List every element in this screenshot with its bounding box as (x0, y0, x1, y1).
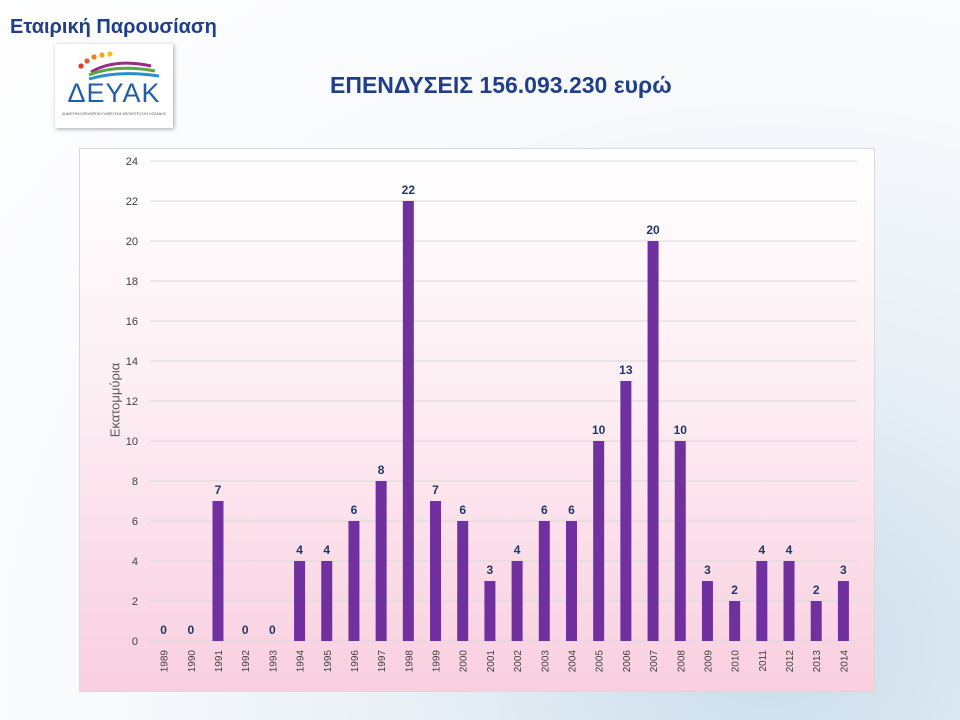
data-label: 4 (514, 543, 521, 557)
data-label: 0 (269, 623, 276, 637)
bar (348, 521, 360, 641)
bar (321, 561, 333, 641)
logo-text: ΔΕΥΑΚ (67, 78, 161, 108)
data-label: 6 (459, 503, 466, 517)
x-tick-label: 1994 (296, 650, 307, 673)
bar (294, 561, 306, 641)
x-tick-label: 2005 (595, 650, 606, 673)
bar (810, 601, 822, 641)
logo-subtitle: ΔΗΜΟΤΙΚΗ ΕΠΙΧΕΙΡΗΣΗ ΥΔΡΕΥΣΗΣ ΑΠΟΧΕΤΕΥΣΗΣ… (62, 112, 166, 116)
x-tick-label: 2009 (703, 650, 714, 673)
bar (511, 561, 523, 641)
bar (620, 381, 632, 641)
y-tick-label: 20 (126, 236, 138, 248)
x-tick-label: 2004 (567, 650, 578, 673)
x-tick-label: 1998 (404, 650, 415, 673)
x-tick-label: 2002 (513, 650, 524, 673)
x-tick-label: 1995 (323, 650, 334, 673)
x-tick-label: 2011 (758, 650, 769, 672)
logo: ΔΕΥΑΚ ΔΗΜΟΤΙΚΗ ΕΠΙΧΕΙΡΗΣΗ ΥΔΡΕΥΣΗΣ ΑΠΟΧΕ… (55, 44, 173, 128)
data-label: 0 (187, 623, 194, 637)
y-tick-label: 4 (132, 556, 138, 568)
y-tick-label: 8 (132, 476, 138, 488)
y-tick-label: 10 (126, 436, 138, 448)
x-tick-label: 2014 (839, 650, 850, 673)
data-label: 22 (402, 183, 416, 197)
bar (729, 601, 741, 641)
data-label: 2 (813, 583, 820, 597)
data-label: 0 (160, 623, 167, 637)
bar (212, 501, 224, 641)
data-label: 4 (296, 543, 303, 557)
x-tick-label: 2003 (540, 650, 551, 673)
data-label: 10 (592, 423, 606, 437)
x-tick-label: 1992 (241, 650, 252, 673)
data-label: 7 (432, 483, 439, 497)
x-tick-label: 1999 (432, 650, 443, 673)
data-label: 6 (541, 503, 548, 517)
data-label: 0 (242, 623, 249, 637)
data-label: 4 (323, 543, 330, 557)
y-tick-label: 6 (132, 516, 138, 528)
bar (538, 521, 550, 641)
bar (701, 581, 713, 641)
x-tick-label: 2008 (676, 650, 687, 673)
bar (402, 201, 414, 641)
y-tick-label: 24 (126, 156, 138, 168)
x-tick-label: 1989 (160, 650, 171, 673)
x-tick-label: 2007 (649, 650, 660, 673)
data-label: 6 (568, 503, 575, 517)
y-tick-label: 22 (126, 196, 138, 208)
bar (783, 561, 795, 641)
bar (756, 561, 768, 641)
data-label: 10 (674, 423, 688, 437)
bar (593, 441, 605, 641)
data-label: 20 (646, 223, 660, 237)
y-tick-label: 2 (132, 596, 138, 608)
data-label: 3 (487, 563, 494, 577)
x-tick-label: 2006 (622, 650, 633, 673)
data-label: 3 (840, 563, 847, 577)
bar (375, 481, 387, 641)
bar (674, 441, 686, 641)
y-tick-label: 16 (126, 316, 138, 328)
data-label: 4 (786, 543, 793, 557)
header-title: Εταιρική Παρουσίαση (10, 16, 217, 38)
logo-emblem (78, 51, 160, 81)
bar (565, 521, 577, 641)
y-tick-label: 14 (126, 356, 138, 368)
data-label: 7 (215, 483, 222, 497)
x-tick-label: 1990 (187, 650, 198, 673)
data-label: 13 (619, 363, 633, 377)
y-tick-label: 12 (126, 396, 138, 408)
y-tick-label: 0 (132, 636, 138, 648)
x-tick-label: 1993 (268, 650, 279, 673)
x-tick-label: 1997 (377, 650, 388, 673)
data-label: 2 (731, 583, 738, 597)
data-label: 6 (351, 503, 358, 517)
bar (484, 581, 496, 641)
x-tick-label: 2000 (459, 650, 470, 673)
data-label: 8 (378, 463, 385, 477)
bar (837, 581, 849, 641)
x-tick-label: 2001 (486, 650, 497, 673)
x-tick-label: 1996 (350, 650, 361, 673)
bar (430, 501, 442, 641)
main-title: ΕΠΕΝΔΥΣΕΙΣ 156.093.230 ευρώ (330, 72, 672, 98)
data-label: 4 (758, 543, 765, 557)
data-label: 3 (704, 563, 711, 577)
y-axis-label: Εκατομμύρια (107, 362, 123, 438)
x-tick-label: 1991 (214, 650, 225, 673)
x-tick-label: 2013 (812, 650, 823, 673)
bar (647, 241, 659, 641)
bar (457, 521, 469, 641)
x-tick-label: 2012 (785, 650, 796, 673)
y-tick-label: 18 (126, 276, 138, 288)
x-tick-label: 2010 (731, 650, 742, 673)
